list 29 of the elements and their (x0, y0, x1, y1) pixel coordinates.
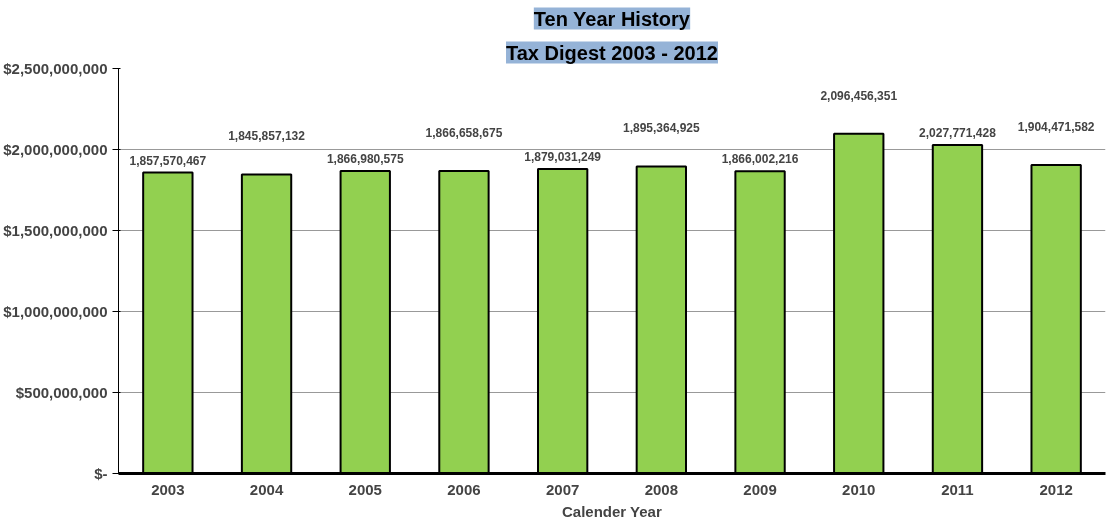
x-tick-label: 2010 (842, 480, 876, 498)
data-label: 1,866,658,675 (425, 126, 503, 141)
chart-subtitle: Tax Digest 2003 - 2012 (506, 41, 718, 64)
y-tick-label: $1,000,000,000 (3, 303, 108, 320)
chart-title: Ten Year History (533, 7, 691, 30)
x-tick-label: 2004 (249, 480, 284, 498)
y-tick-label: $2,000,000,000 (3, 141, 108, 158)
y-tick-label: $2,500,000,000 (3, 60, 108, 77)
x-tick-label: 2012 (1039, 480, 1073, 498)
x-tick-label: 2006 (447, 480, 481, 498)
x-axis-title: Calender Year (561, 502, 662, 520)
data-label: 2,096,456,351 (820, 88, 898, 103)
x-tick-label: 2011 (941, 480, 974, 498)
y-tick-label: $1,500,000,000 (3, 222, 108, 239)
data-label: 1,866,980,575 (326, 152, 404, 167)
data-label: 1,904,471,582 (1017, 119, 1095, 134)
x-tick-label: 2003 (151, 480, 185, 498)
data-label: 1,845,857,132 (228, 129, 306, 144)
data-label: 1,895,364,925 (622, 121, 701, 136)
data-label: 1,857,570,467 (129, 153, 207, 168)
x-tick-label: 2005 (348, 480, 382, 498)
x-tick-label: 2008 (644, 480, 679, 498)
data-label: 2,027,771,428 (919, 126, 997, 140)
y-tick-label: $- (94, 465, 108, 482)
data-label: 1,866,002,216 (721, 152, 799, 167)
x-tick-label: 2007 (545, 480, 580, 498)
data-label: 1,879,031,249 (524, 150, 602, 165)
y-tick-label: $500,000,000 (15, 384, 108, 401)
x-tick-label: 2009 (743, 480, 777, 498)
